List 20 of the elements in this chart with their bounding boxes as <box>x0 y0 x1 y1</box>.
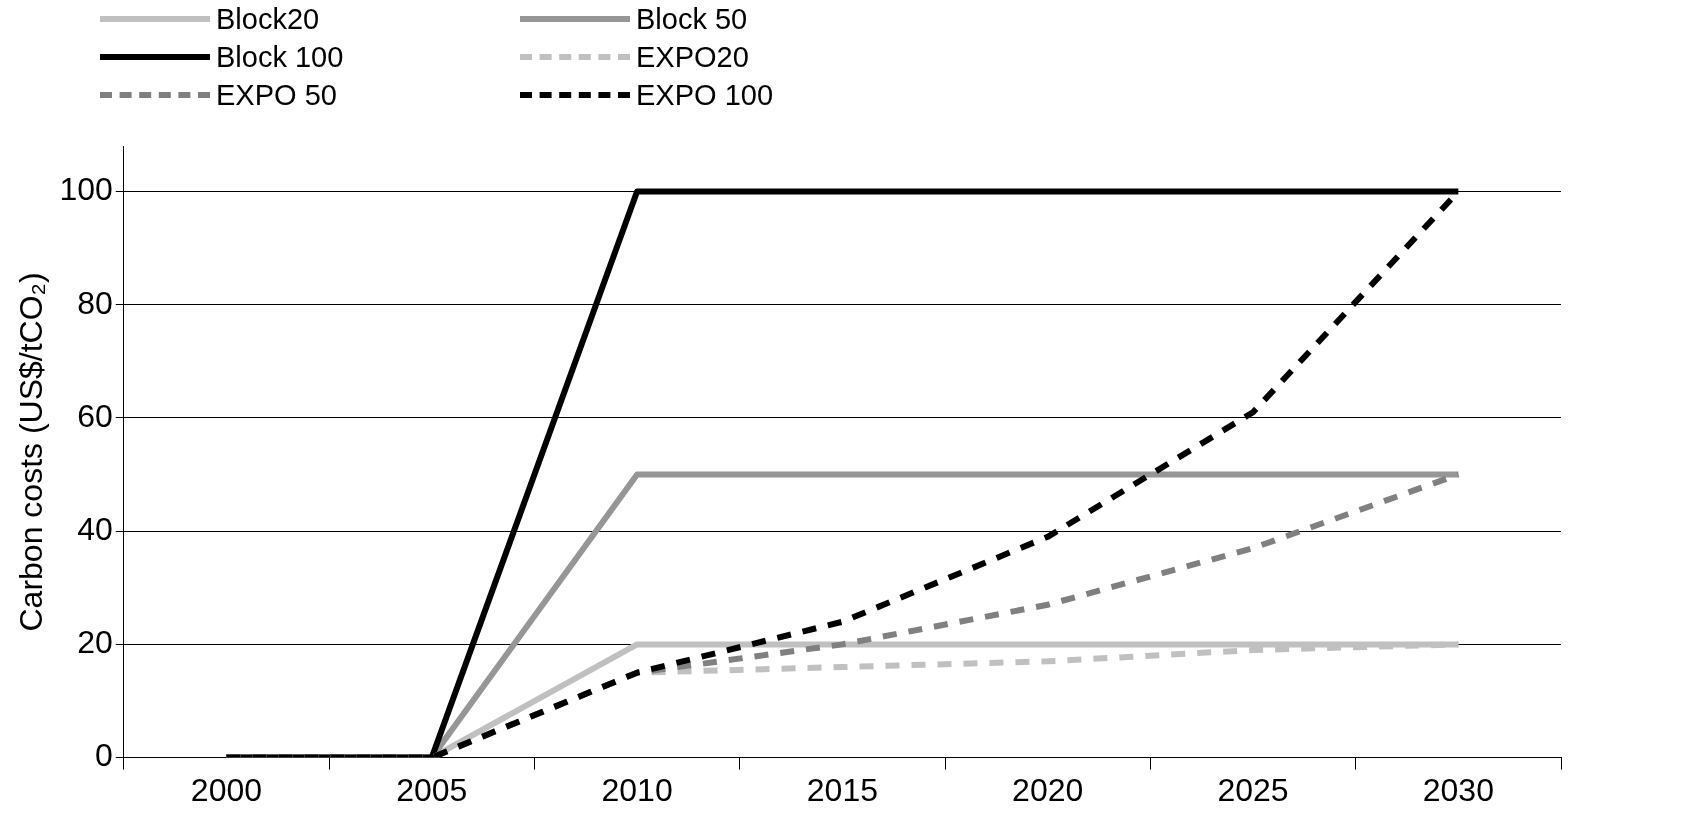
y-tick-label: 60 <box>77 397 113 434</box>
y-tick-label: 20 <box>77 624 113 661</box>
y-tick-label: 100 <box>59 171 113 208</box>
x-tick-label: 2030 <box>1422 771 1494 808</box>
y-axis-title: Carbon costs (US$/tCO₂) <box>13 272 50 632</box>
legend-label: Block 100 <box>216 40 344 75</box>
legend-label: EXPO 50 <box>216 78 337 113</box>
x-tick-label: 2005 <box>396 771 468 808</box>
legend-label: Block 50 <box>636 2 748 37</box>
x-tick-label: 2000 <box>190 771 263 808</box>
x-tick-label: 2015 <box>806 771 878 808</box>
legend-label: Block20 <box>216 2 320 37</box>
y-tick-label: 0 <box>94 737 113 774</box>
y-tick-label: 80 <box>77 284 113 321</box>
x-tick-label: 2010 <box>601 771 673 808</box>
x-tick-label: 2025 <box>1217 771 1289 808</box>
legend-label: EXPO 100 <box>636 78 774 113</box>
y-tick-label: 40 <box>77 510 113 547</box>
x-tick-label: 2020 <box>1012 771 1084 808</box>
legend-label: EXPO20 <box>636 40 749 75</box>
